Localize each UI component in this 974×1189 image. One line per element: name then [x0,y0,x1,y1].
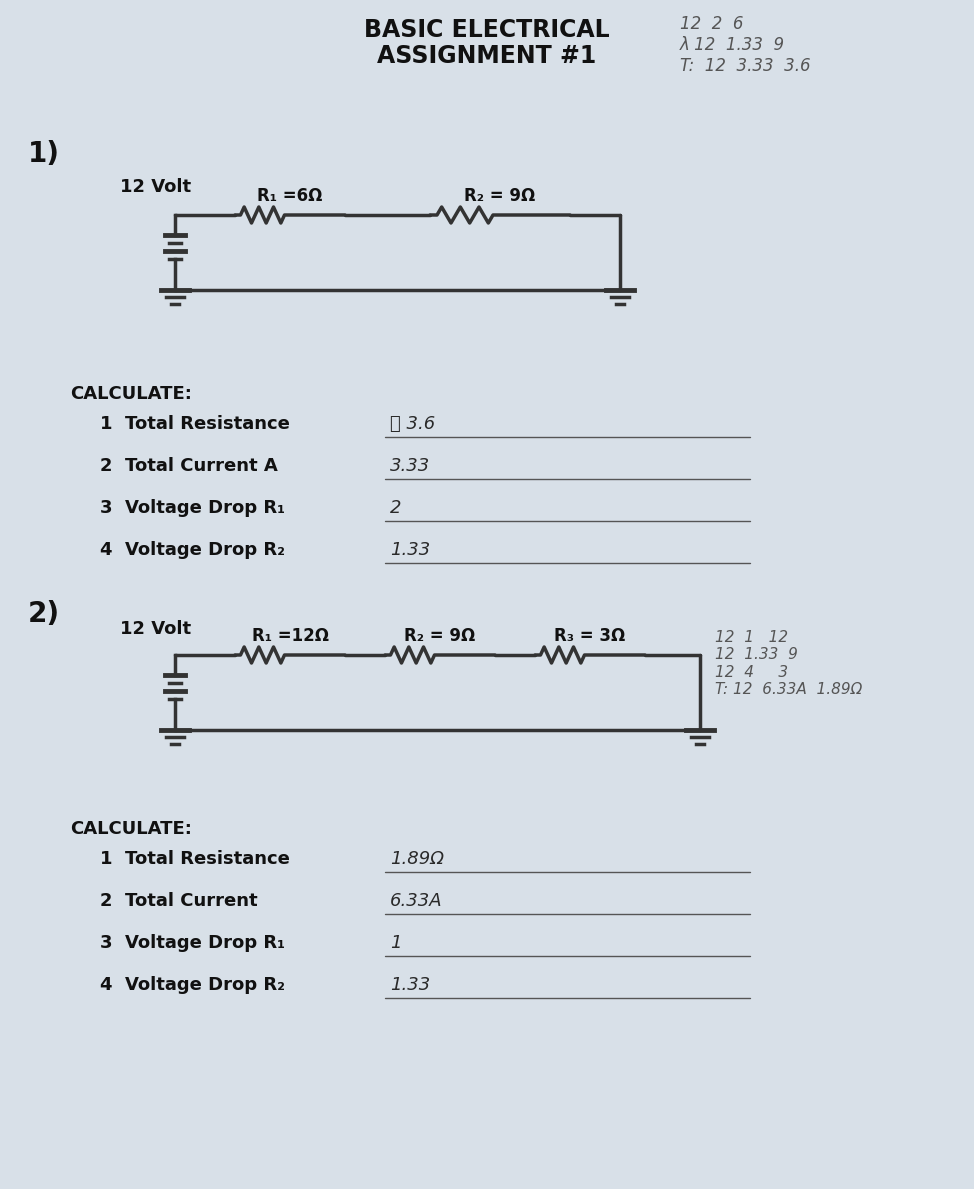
Text: 3.33: 3.33 [390,457,431,474]
Text: R₁ =12Ω: R₁ =12Ω [251,627,328,644]
Text: 4  Voltage Drop R₂: 4 Voltage Drop R₂ [100,541,285,559]
Text: 3  Voltage Drop R₁: 3 Voltage Drop R₁ [100,499,285,517]
Text: 12  1   12
12  1.33  9
12  4     3
T: 12  6.33A  1.89Ω: 12 1 12 12 1.33 9 12 4 3 T: 12 6.33A 1.8… [715,630,862,697]
Text: R₂ = 9Ω: R₂ = 9Ω [404,627,475,644]
Text: 2: 2 [390,499,401,517]
Text: 1  Total Resistance: 1 Total Resistance [100,850,290,868]
Text: BASIC ELECTRICAL: BASIC ELECTRICAL [364,18,610,42]
Text: 2  Total Current A: 2 Total Current A [100,457,278,474]
Text: 4  Voltage Drop R₂: 4 Voltage Drop R₂ [100,976,285,994]
Text: ΢ 3.6: ΢ 3.6 [390,415,435,433]
Text: R₂ = 9Ω: R₂ = 9Ω [465,187,536,205]
Text: 12 Volt: 12 Volt [120,619,191,638]
Text: 1: 1 [390,935,401,952]
Text: 1  Total Resistance: 1 Total Resistance [100,415,290,433]
Text: 12 Volt: 12 Volt [120,178,191,196]
Text: 1.33: 1.33 [390,541,431,559]
Text: 1): 1) [28,140,60,168]
Text: 2  Total Current: 2 Total Current [100,892,258,910]
Text: CALCULATE:: CALCULATE: [70,385,192,403]
Text: 12  2  6
λ 12  1.33  9
T:  12  3.33  3.6: 12 2 6 λ 12 1.33 9 T: 12 3.33 3.6 [680,15,810,75]
Text: ASSIGNMENT #1: ASSIGNMENT #1 [377,44,597,68]
Text: R₁ =6Ω: R₁ =6Ω [257,187,322,205]
Text: 1.89Ω: 1.89Ω [390,850,444,868]
Text: 2): 2) [28,600,60,628]
Text: CALCULATE:: CALCULATE: [70,820,192,838]
Text: 6.33A: 6.33A [390,892,442,910]
Text: 3  Voltage Drop R₁: 3 Voltage Drop R₁ [100,935,285,952]
Text: 1.33: 1.33 [390,976,431,994]
Text: R₃ = 3Ω: R₃ = 3Ω [554,627,625,644]
